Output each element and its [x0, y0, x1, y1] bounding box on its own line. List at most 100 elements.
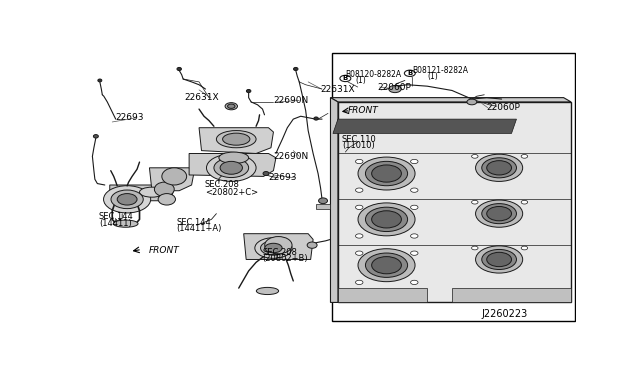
Text: SEC.144: SEC.144 [177, 218, 211, 227]
Ellipse shape [214, 158, 249, 177]
Polygon shape [452, 288, 571, 302]
Text: B08120-8282A: B08120-8282A [346, 70, 401, 79]
Ellipse shape [158, 193, 175, 205]
Ellipse shape [472, 154, 478, 158]
Ellipse shape [225, 103, 237, 110]
Polygon shape [244, 234, 313, 259]
Text: (14411): (14411) [99, 219, 132, 228]
Text: 22690N: 22690N [273, 96, 308, 105]
Ellipse shape [216, 131, 256, 148]
Polygon shape [330, 97, 571, 102]
Polygon shape [338, 288, 428, 302]
Ellipse shape [356, 234, 363, 238]
Ellipse shape [255, 238, 292, 258]
Ellipse shape [257, 288, 278, 295]
Ellipse shape [472, 246, 478, 250]
Ellipse shape [472, 200, 478, 204]
Ellipse shape [162, 168, 187, 185]
Ellipse shape [220, 161, 243, 174]
Polygon shape [330, 97, 338, 302]
Ellipse shape [246, 90, 251, 93]
Ellipse shape [476, 246, 523, 273]
Ellipse shape [521, 154, 527, 158]
Ellipse shape [93, 135, 99, 138]
Text: (20802+B): (20802+B) [262, 254, 308, 263]
Text: 22693: 22693 [269, 173, 297, 182]
Ellipse shape [365, 253, 408, 278]
Ellipse shape [487, 206, 511, 221]
Ellipse shape [372, 257, 401, 274]
Ellipse shape [482, 203, 516, 224]
Ellipse shape [113, 220, 138, 227]
Ellipse shape [476, 154, 523, 182]
Text: 22060P: 22060P [486, 103, 520, 112]
Text: 22060P: 22060P [378, 83, 412, 92]
Text: B08121-8282A: B08121-8282A [412, 66, 468, 75]
Ellipse shape [117, 193, 137, 205]
Ellipse shape [365, 207, 408, 231]
Ellipse shape [404, 70, 415, 76]
Ellipse shape [411, 188, 418, 192]
Ellipse shape [177, 67, 181, 71]
Ellipse shape [476, 200, 523, 227]
Ellipse shape [228, 104, 235, 108]
Text: 22631X: 22631X [184, 93, 219, 102]
Ellipse shape [356, 280, 363, 285]
Ellipse shape [487, 161, 511, 175]
Ellipse shape [265, 243, 282, 253]
Ellipse shape [104, 186, 150, 213]
Ellipse shape [356, 205, 363, 209]
Ellipse shape [207, 154, 256, 182]
Ellipse shape [111, 190, 143, 209]
Ellipse shape [356, 188, 363, 192]
Ellipse shape [219, 152, 248, 164]
Polygon shape [316, 203, 330, 209]
Ellipse shape [482, 158, 516, 178]
Ellipse shape [372, 165, 401, 182]
Polygon shape [150, 168, 194, 191]
Ellipse shape [260, 241, 286, 255]
Polygon shape [333, 119, 516, 134]
Ellipse shape [365, 161, 408, 186]
Text: 22693: 22693 [116, 113, 144, 122]
Ellipse shape [140, 187, 164, 197]
Ellipse shape [411, 234, 418, 238]
Text: 22690N: 22690N [273, 152, 308, 161]
Text: (11010): (11010) [342, 141, 374, 150]
Text: (14411+A): (14411+A) [177, 224, 222, 233]
Text: SEC.208: SEC.208 [205, 180, 240, 189]
Ellipse shape [411, 205, 418, 209]
Ellipse shape [265, 237, 292, 254]
Text: <20802+C>: <20802+C> [205, 187, 258, 197]
Ellipse shape [521, 200, 527, 204]
Ellipse shape [223, 133, 250, 145]
Text: FRONT: FRONT [148, 246, 179, 255]
Ellipse shape [319, 198, 328, 203]
Ellipse shape [98, 79, 102, 82]
Bar [332, 53, 575, 321]
Polygon shape [110, 182, 174, 201]
Ellipse shape [307, 242, 317, 248]
Text: 22631X: 22631X [321, 84, 355, 93]
Text: B: B [407, 70, 412, 76]
Ellipse shape [372, 211, 401, 228]
Ellipse shape [411, 251, 418, 255]
Ellipse shape [388, 86, 401, 93]
Text: J2260223: J2260223 [482, 309, 528, 319]
Ellipse shape [482, 250, 516, 269]
Text: SEC.144: SEC.144 [99, 212, 134, 221]
Ellipse shape [314, 117, 318, 120]
Ellipse shape [356, 159, 363, 164]
Text: SEC.110: SEC.110 [342, 135, 376, 144]
Text: FRONT: FRONT [348, 106, 379, 115]
Polygon shape [189, 154, 276, 176]
Ellipse shape [263, 171, 269, 176]
Ellipse shape [487, 252, 511, 267]
Ellipse shape [358, 249, 415, 282]
Text: (1): (1) [428, 72, 438, 81]
Text: B: B [343, 76, 348, 81]
Ellipse shape [467, 99, 477, 105]
Ellipse shape [154, 182, 174, 196]
Ellipse shape [358, 203, 415, 236]
Text: (1): (1) [355, 76, 366, 85]
